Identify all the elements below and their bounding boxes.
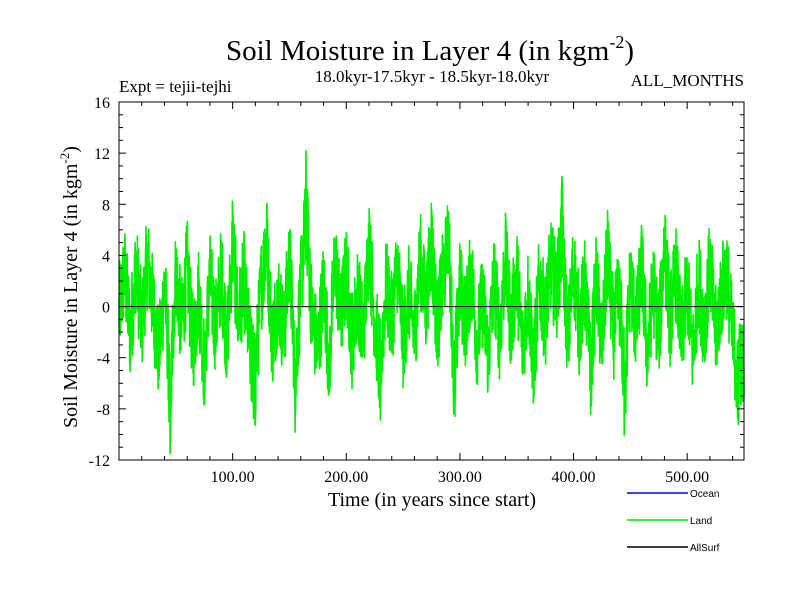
legend-label-allsurf: AllSurf <box>690 543 720 554</box>
y-tick-label: 16 <box>94 95 110 112</box>
x-tick-label: 300.00 <box>438 469 482 486</box>
x-tick-label: 400.00 <box>552 469 596 486</box>
subtitle-months: ALL_MONTHS <box>631 71 744 90</box>
y-tick-label: -8 <box>97 402 110 419</box>
y-axis-label-sup: -2 <box>57 153 72 164</box>
chart-title-main: Soil Moisture in Layer 4 (in kgm <box>226 35 610 67</box>
y-tick-label: 0 <box>102 300 110 317</box>
legend-label-land: Land <box>690 516 712 527</box>
x-tick-label: 100.00 <box>211 469 255 486</box>
y-axis-label-main: Soil Moisture in Layer 4 (in kgm <box>60 163 82 428</box>
y-tick-label: 4 <box>102 248 110 265</box>
plot-frame <box>118 101 745 461</box>
plot-area <box>118 150 745 455</box>
subtitle-expt: Expt = tejii-tejhi <box>119 77 232 96</box>
legend: Ocean Land AllSurf <box>627 489 720 554</box>
x-axis-label: Time (in years since start) <box>328 489 536 511</box>
subtitle-period: 18.0kyr-17.5kyr - 18.5kyr-18.0kyr <box>315 67 550 86</box>
chart-title-close: ) <box>624 35 634 67</box>
y-tick-label: 12 <box>94 146 110 163</box>
y-axis-label: Soil Moisture in Layer 4 (in kgm-2) <box>57 146 82 428</box>
x-tick-label: 500.00 <box>665 469 709 486</box>
y-tick-label: 8 <box>102 197 110 214</box>
chart-title-sup: -2 <box>609 32 624 52</box>
x-tick-label: 200.00 <box>324 469 368 486</box>
y-tick-label: -4 <box>97 351 110 368</box>
land-series-line <box>118 150 745 455</box>
legend-label-ocean: Ocean <box>690 489 719 500</box>
y-axis-label-close: ) <box>60 146 82 153</box>
y-tick-label: -12 <box>89 453 110 470</box>
chart-title: Soil Moisture in Layer 4 (in kgm-2) <box>226 32 634 67</box>
